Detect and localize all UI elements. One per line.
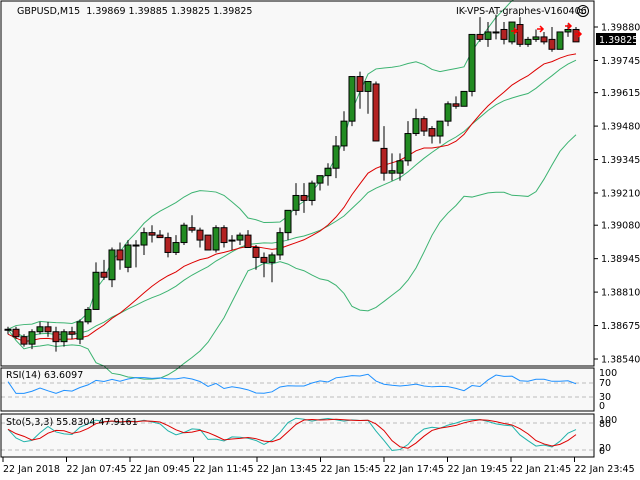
rsi-panel-frame xyxy=(0,367,595,412)
price-tick-label: 1.39345 xyxy=(601,155,640,166)
sto-label: Sto(5,3,3) 55.8304 47.9161 xyxy=(6,417,138,428)
time-tick-label: 22 Jan 07:45 xyxy=(67,464,127,475)
current-price-badge xyxy=(596,33,636,45)
time-tick-label: 22 Jan 21:45 xyxy=(511,464,571,475)
time-axis[interactable]: 22 Jan 2018 22 Jan 07:45 22 Jan 09:45 22 Ja… xyxy=(2,457,635,475)
price-tick-label: 1.39080 xyxy=(601,221,640,232)
main-chart-area[interactable] xyxy=(1,1,594,366)
price-tick-label: 1.38945 xyxy=(601,254,640,265)
symbol-info-label: GBPUSD,M15 1.39869 1.39885 1.39825 1.398… xyxy=(17,6,252,17)
current-price-label: 1.39825 xyxy=(599,35,638,46)
rsi-line xyxy=(7,373,577,394)
price-axis[interactable]: 1.39880 1.39745 1.39615 1.39480 1.39345 1.392… xyxy=(594,23,640,366)
rsi-panel-area[interactable] xyxy=(1,368,594,411)
price-tick-label: 1.39745 xyxy=(601,56,640,67)
moving-average-line xyxy=(7,53,577,343)
rsi-axis-30: 30 xyxy=(599,392,611,403)
rsi-label: RSI(14) 63.6097 xyxy=(6,370,83,381)
time-tick-label: 22 Jan 2018 xyxy=(3,464,60,475)
sto-axis-0: 0 xyxy=(599,446,605,457)
rsi-axis-100: 100 xyxy=(599,368,617,379)
price-tick-label: 1.38810 xyxy=(601,288,640,299)
sto-panel-frame xyxy=(0,413,595,458)
sto-axis-80: 80 xyxy=(599,419,611,430)
rsi-axis-0: 0 xyxy=(599,401,605,412)
price-tick-label: 1.38540 xyxy=(601,354,640,365)
time-tick-label: 22 Jan 13:45 xyxy=(257,464,317,475)
time-tick-label: 22 Jan 23:45 xyxy=(575,464,635,475)
price-tick-label: 1.39210 xyxy=(601,188,640,199)
sto-axis-100: 100 xyxy=(599,415,617,426)
indicator-title: IK-VPS-AT-graphes-V160406 xyxy=(456,6,587,17)
time-tick-label: 22 Jan 09:45 xyxy=(130,464,190,475)
price-tick-label: 1.39880 xyxy=(601,23,640,34)
signal-arrows xyxy=(511,22,583,38)
sto-signal-line xyxy=(7,418,577,449)
sto-axis-20: 20 xyxy=(599,443,611,454)
main-chart-frame xyxy=(0,0,595,367)
smiley-icon xyxy=(577,5,589,17)
candlesticks xyxy=(4,14,580,352)
time-tick-label: 22 Jan 19:45 xyxy=(448,464,508,475)
rsi-axis-70: 70 xyxy=(599,378,611,389)
price-tick-label: 1.38675 xyxy=(601,321,640,332)
price-tick-label: 1.39480 xyxy=(601,122,640,133)
time-tick-label: 22 Jan 15:45 xyxy=(321,464,381,475)
time-tick-label: 22 Jan 11:45 xyxy=(194,464,254,475)
price-tick-label: 1.39615 xyxy=(601,88,640,99)
time-tick-label: 22 Jan 17:45 xyxy=(384,464,444,475)
